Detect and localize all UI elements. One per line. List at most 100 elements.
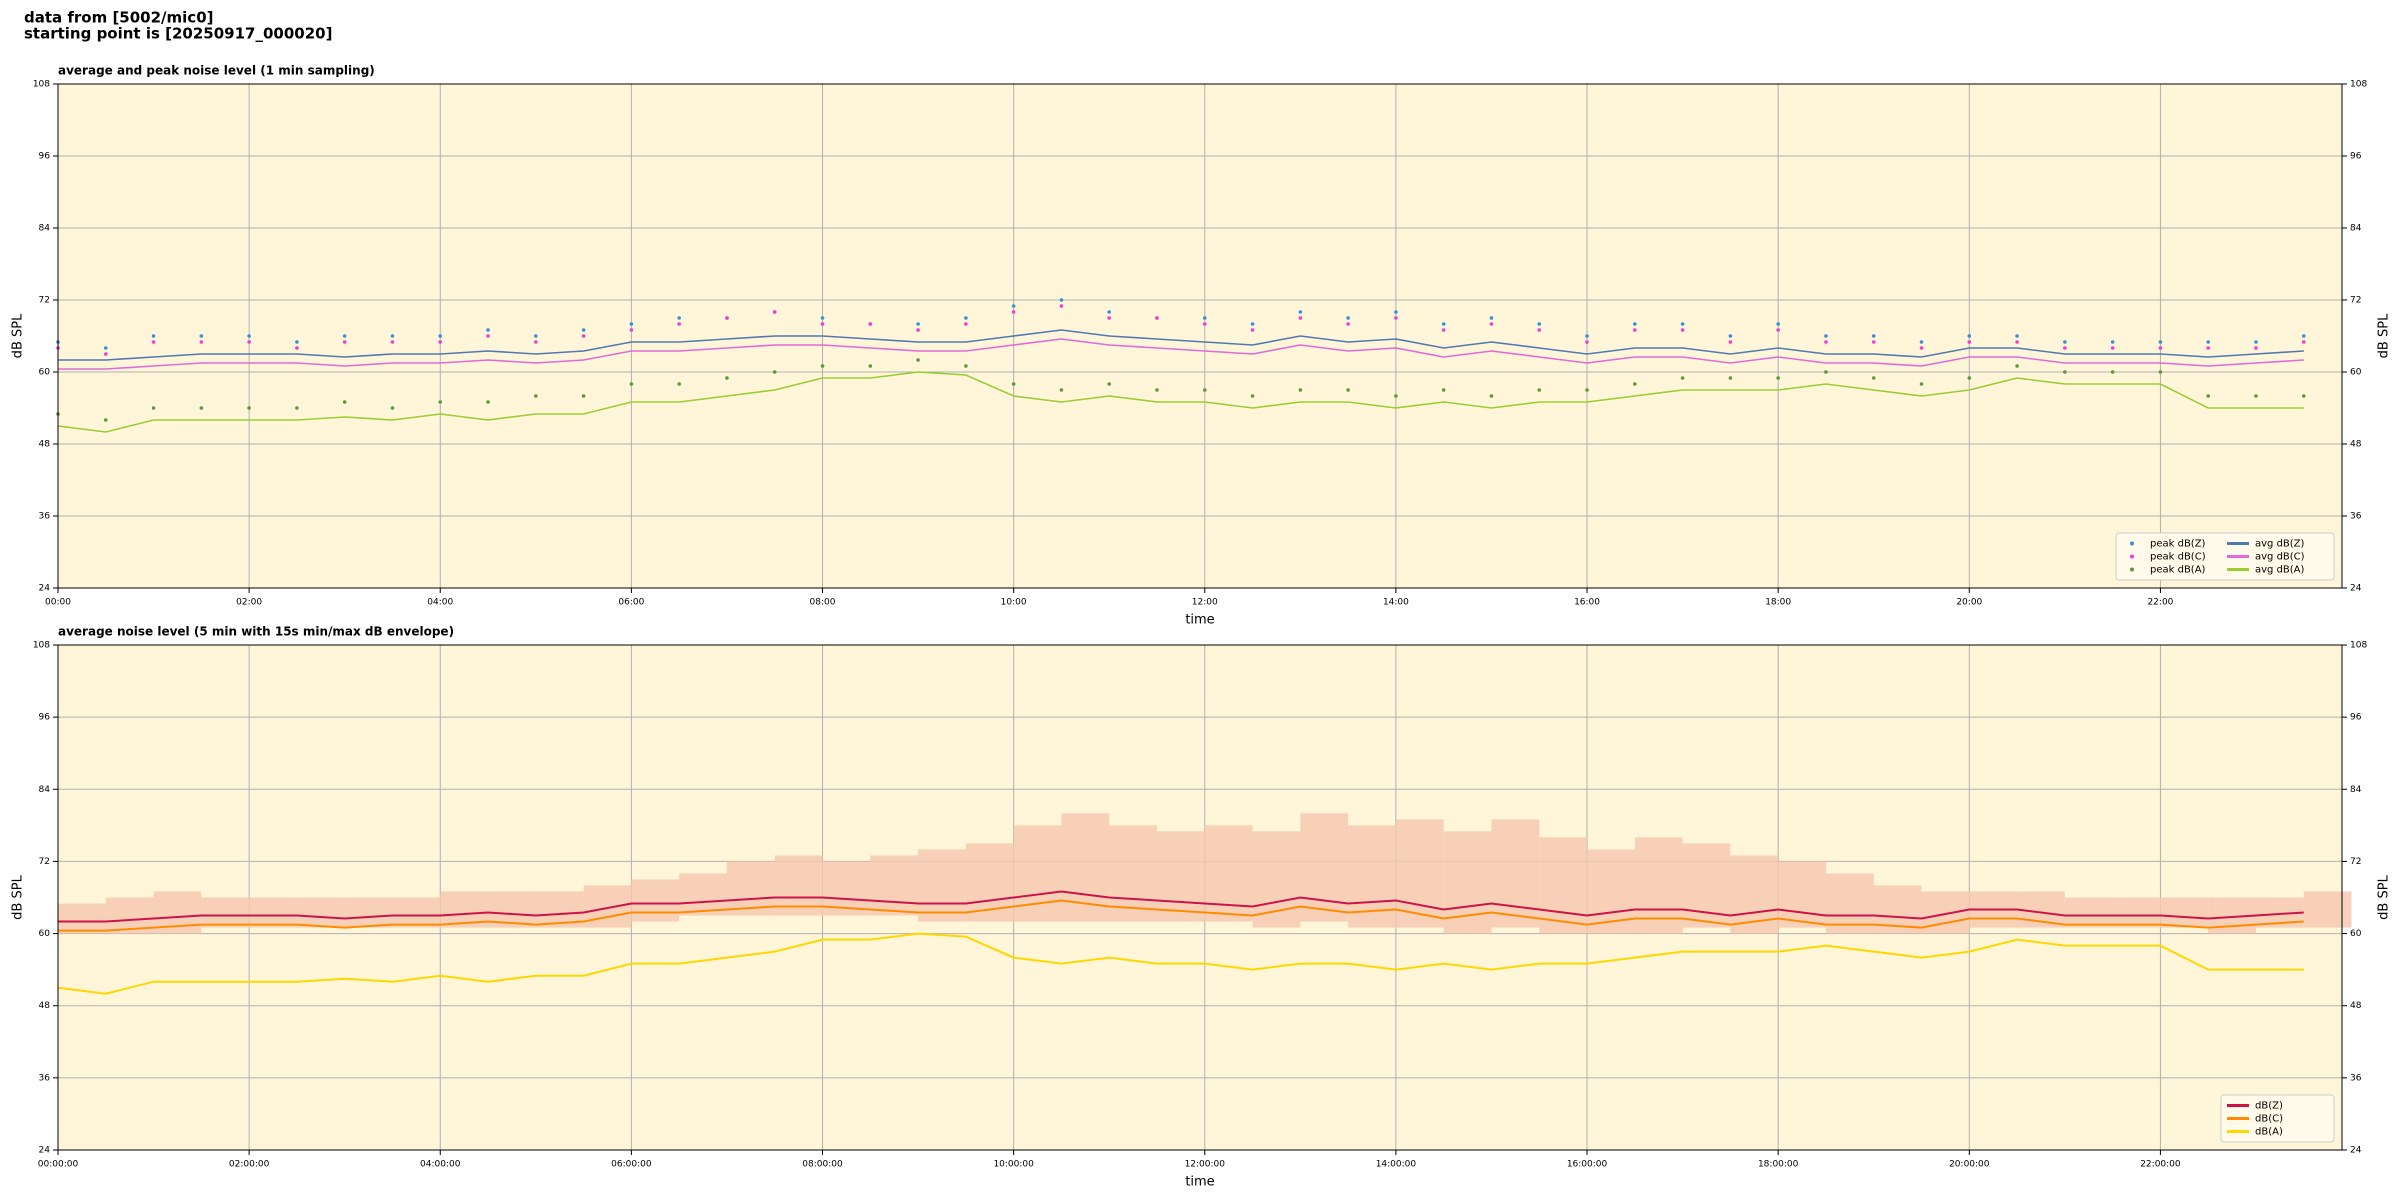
y-tick-label: 24 [39, 1146, 51, 1156]
peak-point [486, 334, 490, 338]
peak-point [1489, 316, 1494, 320]
envelope-band [344, 897, 393, 928]
peak-point [2015, 334, 2019, 338]
legend-marker [2130, 541, 2134, 546]
plot-background [58, 84, 2342, 588]
envelope-band [58, 903, 106, 934]
y-tick-label: 48 [39, 440, 51, 450]
peak-point [1489, 394, 1494, 398]
envelope-band [2303, 891, 2352, 928]
legend-label: peak dB(Z) [2150, 539, 2206, 550]
y2-tick-label: 60 [2350, 368, 2362, 378]
peak-point [1155, 388, 1159, 392]
envelope-band [1921, 891, 1970, 934]
envelope-band [392, 897, 441, 928]
x-tick-label: 02:00:00 [229, 1160, 270, 1170]
series-line [58, 329, 2304, 361]
peak-point [1346, 316, 1350, 320]
peak-point [916, 322, 920, 326]
peak-point [1394, 394, 1398, 398]
peak-point [199, 334, 204, 338]
peak-point [1107, 316, 1112, 320]
peak-point [247, 340, 251, 344]
peak-point [1633, 382, 1637, 386]
peak-point [1824, 334, 1828, 338]
legend-label: peak dB(C) [2150, 552, 2206, 563]
peak-point [1585, 334, 1589, 338]
x-axis-label: time [1185, 1175, 1214, 1190]
envelope-band [1825, 873, 1874, 934]
peak-point [2254, 394, 2258, 398]
peak-point [1250, 394, 1255, 398]
peak-point [486, 400, 490, 404]
y2-tick-label: 36 [2350, 1073, 2362, 1083]
envelope-band [1491, 819, 1540, 928]
peak-point [2158, 370, 2163, 374]
peak-point [438, 400, 443, 404]
y2-tick-label: 108 [2350, 80, 2367, 90]
peak-point [2158, 346, 2163, 350]
envelope-band [679, 873, 727, 916]
peak-point [1298, 388, 1303, 392]
y-tick-label: 108 [33, 641, 50, 651]
legend-label: avg dB(C) [2255, 552, 2305, 563]
peak-point [1871, 334, 1876, 338]
peak-point [1441, 322, 1446, 326]
x-tick-label: 20:00:00 [1949, 1160, 1990, 1170]
peak-point [1967, 340, 1972, 344]
peak-point [1059, 304, 1064, 308]
legend-label: peak dB(A) [2150, 565, 2206, 576]
peak-point [868, 322, 873, 326]
peak-point [1633, 328, 1637, 332]
peak-point [2063, 340, 2067, 344]
peak-point [1919, 340, 1924, 344]
subplot-title: average and peak noise level (1 min samp… [58, 64, 375, 78]
y2-tick-label: 24 [2350, 584, 2362, 594]
peak-point [390, 340, 395, 344]
peak-point [820, 322, 825, 326]
y-tick-label: 108 [33, 80, 50, 90]
x-tick-label: 18:00 [1765, 598, 1791, 608]
peak-point [390, 406, 395, 410]
peak-point [2254, 340, 2258, 344]
legend-box [2115, 532, 2335, 581]
peak-point [1441, 328, 1446, 332]
peak-point [1680, 328, 1685, 332]
peak-point [1967, 334, 1972, 338]
y2-tick-label: 96 [2350, 713, 2362, 723]
y-tick-label: 24 [39, 584, 51, 594]
envelope-band [1300, 813, 1349, 922]
peak-point [1919, 346, 1924, 350]
peak-point [486, 328, 490, 332]
peak-point [1824, 370, 1828, 374]
peak-point [199, 406, 204, 410]
legend-box [2220, 1094, 2335, 1143]
x-tick-label: 06:00 [618, 598, 644, 608]
peak-point [2301, 340, 2306, 344]
x-tick-label: 10:00 [1001, 598, 1027, 608]
peak-point [390, 334, 395, 338]
envelope-band [1252, 831, 1301, 928]
peak-point [964, 322, 968, 326]
peak-point [1728, 376, 1733, 380]
x-tick-label: 00:00:00 [38, 1160, 79, 1170]
peak-point [820, 316, 825, 320]
x-tick-label: 18:00:00 [1758, 1160, 1799, 1170]
header-line: data from [5002/mic0] [24, 9, 214, 27]
envelope-band [583, 885, 632, 928]
peak-point [1871, 340, 1876, 344]
peak-point [1394, 316, 1398, 320]
x-axis-label: time [1185, 613, 1214, 628]
peak-point [916, 358, 920, 362]
legend-label: dB(Z) [2255, 1101, 2283, 1112]
peak-point [581, 328, 586, 332]
x-tick-label: 12:00:00 [1185, 1160, 1226, 1170]
peak-point [2158, 340, 2163, 344]
peak-point [1633, 322, 1637, 326]
plot-frame [57, 644, 2343, 1151]
series-line [57, 932, 2304, 995]
envelope-band [1395, 819, 1444, 928]
envelope-band [201, 897, 250, 928]
